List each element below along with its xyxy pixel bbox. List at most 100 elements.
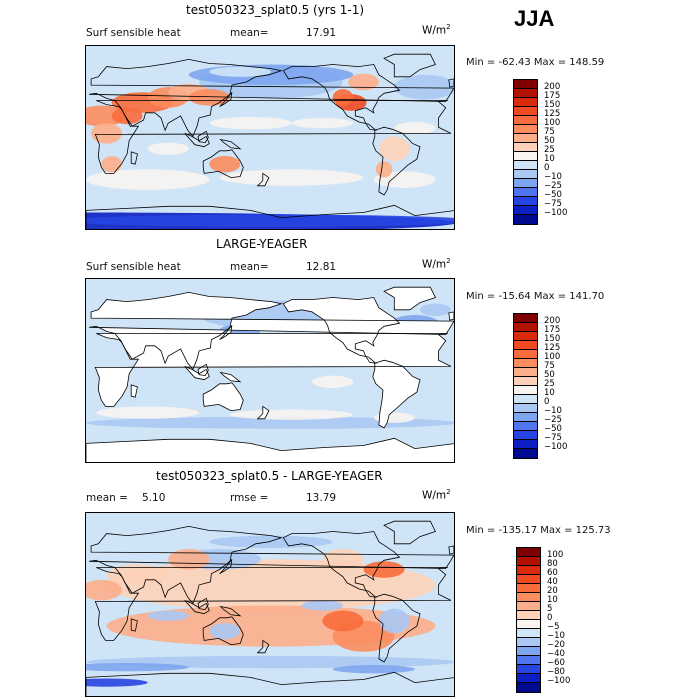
field-contour — [86, 678, 148, 687]
coastline — [94, 100, 452, 174]
panel1-title: test050323_splat0.5 (yrs 1-1) — [186, 3, 365, 17]
colorbar-cell — [514, 89, 537, 98]
coastline — [219, 559, 233, 574]
coastline — [86, 671, 454, 696]
field-contour — [147, 142, 189, 155]
colorbar-tick-label: 150 — [544, 334, 561, 344]
colorbar-cell — [514, 395, 537, 404]
field-contour — [378, 608, 410, 634]
coastline — [219, 138, 242, 150]
field-contour — [209, 535, 333, 548]
colorbar-tick-label: −5 — [547, 622, 560, 632]
land-mask — [220, 372, 241, 382]
colorbar-cell — [514, 431, 537, 440]
field-contour — [348, 73, 379, 91]
coastline — [184, 600, 210, 615]
land-mask — [203, 382, 244, 411]
panel1-mean-value: 17.91 — [306, 27, 337, 39]
colorbar-tick-label: 100 — [544, 118, 561, 128]
colorbar-tick-label: −50 — [544, 190, 562, 200]
colorbar-tick-label: −75 — [544, 199, 562, 209]
coastline — [256, 639, 270, 654]
colorbar-cell — [514, 215, 537, 224]
panel3-title: test050323_splat0.5 - LARGE-YEAGER — [156, 469, 383, 483]
colorbar-cell — [517, 611, 540, 620]
field-contour — [86, 428, 454, 439]
colorbar-tick-label: −10 — [547, 631, 565, 641]
colorbar-cell — [514, 359, 537, 368]
coastline — [89, 525, 454, 605]
colorbar-tick-label: −100 — [547, 676, 571, 686]
field-contour — [322, 610, 364, 632]
field-contour — [106, 559, 436, 611]
map-canvas — [86, 513, 454, 696]
colorbar-cell — [517, 656, 540, 665]
field-contour — [147, 610, 189, 621]
colorbar-tick-label: 20 — [547, 586, 558, 596]
colorbar-cell — [514, 368, 537, 377]
colorbar-cell — [517, 557, 540, 566]
colorbar-cell — [514, 341, 537, 350]
colorbar-cell — [514, 125, 537, 134]
field-contour — [188, 89, 230, 106]
colorbar-tick-label: −20 — [547, 640, 565, 650]
field-contour — [101, 155, 122, 173]
panel3-rmse-label: rmse = — [230, 492, 269, 504]
panel3-rmse-value: 13.79 — [306, 492, 337, 504]
coastline — [94, 333, 452, 407]
coastline — [202, 382, 244, 412]
field-contour — [363, 561, 405, 578]
coastline — [86, 204, 454, 229]
coastline — [448, 311, 454, 321]
colorbar-tick-label: 10 — [547, 595, 558, 605]
field-contour — [229, 409, 354, 420]
field-contour — [91, 123, 122, 144]
colorbar-cell — [514, 170, 537, 179]
panel1-map — [85, 45, 455, 230]
coastline — [448, 78, 454, 88]
colorbar-tick-label: −100 — [544, 208, 568, 218]
coastline — [86, 437, 454, 462]
field-contour — [168, 548, 210, 570]
coastline — [184, 133, 210, 148]
colorbar-tick-label: 80 — [547, 559, 558, 569]
field-contour — [301, 600, 343, 611]
field-contour — [394, 74, 454, 100]
field-contour — [219, 169, 364, 186]
colorbar-tick-label: 25 — [544, 379, 555, 389]
coastline — [94, 567, 452, 641]
coastline — [197, 363, 209, 377]
colorbar-cell — [517, 665, 540, 674]
panel3-units: W/m2 — [422, 488, 451, 502]
colorbar-tick-label: −40 — [547, 649, 565, 659]
colorbar-cell — [514, 314, 537, 323]
land-mask — [184, 366, 210, 380]
colorbar-tick-label: 60 — [547, 568, 558, 578]
coastline — [372, 359, 421, 429]
panel2-title: LARGE-YEAGER — [216, 237, 308, 251]
panel2-units: W/m2 — [422, 257, 451, 271]
field-contour — [96, 66, 158, 77]
colorbar-cell — [514, 98, 537, 107]
coastline — [282, 64, 401, 131]
colorbar-tick-label: 50 — [544, 370, 555, 380]
coastline — [89, 58, 454, 138]
colorbar-tick-label: −75 — [544, 433, 562, 443]
colorbar-cell — [514, 152, 537, 161]
colorbar-cell — [514, 404, 537, 413]
colorbar-cell — [517, 647, 540, 656]
coastline — [197, 130, 209, 144]
panel1-units: W/m2 — [422, 23, 451, 37]
colorbar-tick-label: 75 — [544, 361, 555, 371]
panel3-mean-value: 5.10 — [142, 492, 166, 504]
colorbar-cell — [517, 602, 540, 611]
colorbar-cell — [514, 449, 537, 458]
field-contour — [86, 214, 454, 227]
panel2-field-label: Surf sensible heat — [86, 261, 181, 273]
coastline — [372, 126, 421, 196]
colorbar-tick-label: 5 — [547, 604, 553, 614]
coastline — [130, 384, 138, 398]
colorbar-cell — [514, 350, 537, 359]
panel3-map — [85, 512, 455, 697]
coastline — [130, 151, 138, 165]
